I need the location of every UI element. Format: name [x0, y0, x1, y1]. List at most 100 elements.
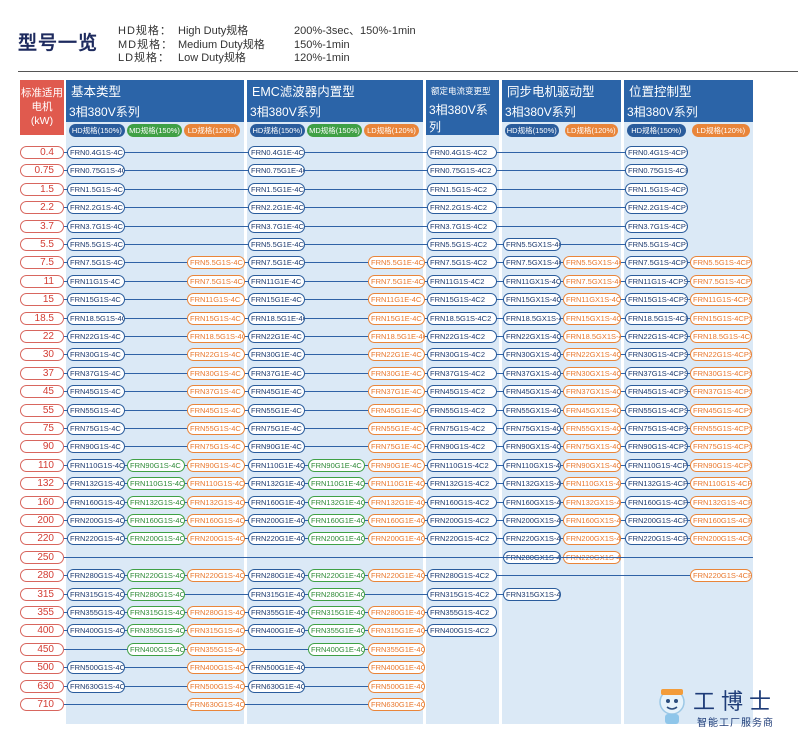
model-chip: FRN132G1S-4CPS — [625, 477, 688, 491]
model-chip: FRN315G1E-4C — [308, 606, 365, 619]
model-chip: FRN5.5G1S-4CPS — [625, 238, 688, 251]
kw-value: 280 — [20, 569, 64, 583]
model-chip: FRN30G1S-4C — [67, 348, 125, 362]
model-chip: FRN45G1S-4C — [67, 385, 125, 399]
model-chip: FRN90GX1S-4C — [563, 458, 621, 472]
kw-value: 75 — [20, 422, 64, 435]
kw-value: 90 — [20, 440, 64, 454]
model-chip: FRN18.5G1E-4C — [368, 330, 425, 343]
model-chip: FRN7.5G1S-4CPS — [690, 274, 752, 288]
model-chip: FRN355G1E-4C — [368, 642, 425, 656]
model-chip: FRN0.4G1S-4C — [67, 146, 125, 159]
model-chip: FRN400G1S-4C — [127, 642, 185, 656]
model-chip: FRN110G1E-4C — [248, 458, 305, 472]
legend-name: Low Duty规格 — [178, 52, 246, 64]
model-chip: FRN90GX1S-4C — [503, 440, 561, 454]
model-chip: FRN90G1S-4C — [187, 458, 245, 472]
model-chip: FRN30G1S-4CPS — [690, 366, 752, 380]
model-chip: FRN315GX1S-4C — [503, 587, 561, 601]
model-chip: FRN90G1E-4C — [248, 440, 305, 454]
row-connector — [64, 244, 688, 245]
legend-spec: 200%-3sec、150%-1min — [294, 25, 416, 37]
model-chip: FRN110G1S-4CPS — [690, 477, 752, 491]
model-chip: FRN160G1S-4C2 — [427, 495, 497, 509]
model-chip: FRN500G1S-4C — [67, 661, 125, 675]
model-chip: FRN90G1S-4C — [127, 458, 185, 472]
model-chip: FRN1.5G1S-4C — [67, 182, 125, 196]
spec-pill: HD规格(150%) — [250, 124, 305, 137]
model-chip: FRN110G1E-4C — [308, 477, 365, 491]
model-chip: FRN55G1S-4C — [187, 422, 245, 435]
model-chip: FRN355G1E-4C — [308, 624, 365, 638]
model-chip: FRN75G1S-4C2 — [427, 422, 497, 435]
model-chip: FRN5.5G1S-4C — [67, 238, 125, 251]
model-chip: FRN7.5G1E-4C — [368, 274, 425, 288]
model-chip: FRN18.5G1E-4C — [248, 311, 305, 325]
model-chip: FRN75G1S-4CPS — [625, 422, 688, 435]
model-chip: FRN18.5G1S-4CPS — [625, 311, 688, 325]
model-chip: FRN280G1E-4C — [248, 569, 305, 583]
brand-name: 工博士 — [693, 689, 778, 714]
kw-value: 450 — [20, 642, 64, 656]
model-chip: FRN220G1E-4C — [308, 569, 365, 583]
model-chip: FRN0.4G1S-4CPS — [625, 146, 688, 159]
kw-value: 250 — [20, 550, 64, 564]
model-chip: FRN355G1E-4C — [248, 606, 305, 619]
model-chip: FRN0.75G1S-4C2 — [427, 164, 497, 178]
model-chip: FRN22GX1S-4C — [503, 330, 561, 343]
model-chip: FRN22G1E-4C — [368, 348, 425, 362]
model-chip: FRN90G1S-4CPS — [625, 440, 688, 454]
model-chip: FRN15G1S-4C — [67, 293, 125, 307]
spec-pill: MD规格(150%) — [307, 124, 362, 137]
spec-pill: MD规格(150%) — [126, 124, 183, 137]
series-header: 3相380V系列 — [66, 101, 244, 122]
legend-spec: 120%-1min — [294, 52, 350, 64]
model-chip: FRN90G1E-4C — [368, 458, 425, 472]
model-chip: FRN55G1S-4C2 — [427, 403, 497, 417]
model-chip: FRN110GX1S-4C — [563, 477, 621, 491]
model-chip: FRN400G1E-4C — [308, 642, 365, 656]
spec-pill: LD规格(120%) — [691, 124, 750, 137]
model-chip: FRN280G1S-4C — [187, 606, 245, 619]
model-chip: FRN200G1E-4C — [248, 514, 305, 527]
kw-value: 11 — [20, 274, 64, 288]
model-chip: FRN200G1S-4C2 — [427, 514, 497, 527]
model-chip: FRN400G1E-4C — [248, 624, 305, 638]
model-chip: FRN11G1S-4C2 — [427, 274, 497, 288]
model-chip: FRN37G1S-4CPS — [625, 366, 688, 380]
row-connector — [64, 170, 688, 172]
brand-logo: 工博士 智能工厂服务商 — [655, 686, 773, 731]
row-connector — [64, 152, 688, 153]
kw-value: 220 — [20, 532, 64, 546]
model-chip: FRN132G1E-4C — [248, 477, 305, 491]
model-chip: FRN400G1S-4C2 — [427, 624, 497, 638]
model-chip: FRN7.5G1E-4C — [248, 256, 305, 270]
page-title: 型号一览 — [18, 33, 99, 54]
model-chip: FRN160G1S-4C — [127, 514, 185, 527]
model-chip: FRN5.5G1E-4C — [248, 238, 305, 251]
model-chip: FRN11G1S-4CPS — [690, 293, 752, 307]
model-chip: FRN280G1E-4C — [368, 606, 425, 619]
model-chip: FRN45GX1S-4C — [563, 403, 621, 417]
model-chip: FRN630G1E-4C — [368, 698, 425, 711]
mascot-icon — [659, 689, 685, 724]
kw-value: 0.4 — [20, 146, 64, 159]
model-chip: FRN45G1E-4C — [368, 403, 425, 417]
model-chip: FRN55G1S-4CPS — [690, 422, 752, 435]
model-chip: FRN315G1S-4C — [127, 606, 185, 619]
spec-pill: LD规格(120%) — [364, 124, 419, 137]
model-chip: FRN160GX1S-4C — [503, 495, 561, 509]
model-chip: FRN90G1E-4C — [308, 458, 365, 472]
kw-value: 37 — [20, 366, 64, 380]
model-chip: FRN37GX1S-4C — [503, 366, 561, 380]
model-chip: FRN15G1S-4C — [187, 311, 245, 325]
duty-legend: HD规格： High Duty规格 200%-3sec、150%-1min MD规格：… — [118, 25, 434, 66]
model-chip: FRN0.4G1S-4C2 — [427, 146, 497, 159]
row-connector — [64, 207, 688, 209]
model-chip: FRN200G1E-4C — [368, 532, 425, 546]
model-chip: FRN220G1S-4CPS — [690, 569, 752, 583]
model-chip: FRN45G1S-4CPS — [690, 403, 752, 417]
kw-value: 355 — [20, 606, 64, 619]
model-chip: FRN200G1S-4CPS — [625, 514, 688, 527]
model-chip: FRN15GX1S-4C — [503, 293, 561, 307]
